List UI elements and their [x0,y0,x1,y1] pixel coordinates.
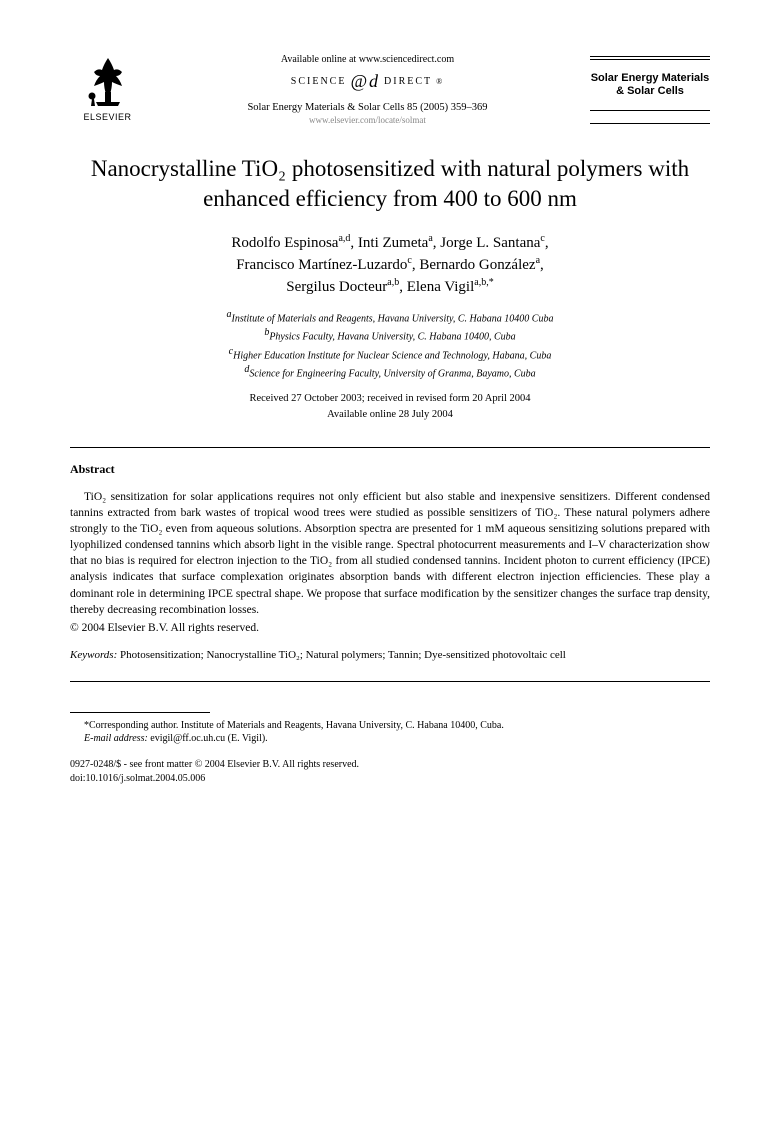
abstract-text: TiO₂ sensitization for solar application… [70,489,710,618]
issn-line: 0927-0248/$ - see front matter © 2004 El… [70,758,710,772]
author-sep-2: , Jorge L. Santana [433,235,541,251]
author-6: Sergilus Docteur [286,279,387,295]
affil-d: Science for Engineering Faculty, Univers… [249,368,535,379]
article-title: Nanocrystalline TiO₂ photosensitized wit… [70,154,710,214]
author-sep-1: , Inti Zumeta [350,235,428,251]
affil-c: Higher Education Institute for Nuclear S… [233,350,551,361]
keywords-bottom-rule [70,681,710,682]
author-7-affil: a,b,* [474,277,493,288]
elsevier-logo-block: ELSEVIER [70,50,145,122]
available-date: Available online 28 July 2004 [70,407,710,423]
email-value: evigil@ff.oc.uh.cu (E. Vigil). [148,733,268,744]
footer-block: 0927-0248/$ - see front matter © 2004 El… [70,758,710,786]
author-sep-4: , Bernardo González [412,257,536,273]
elsevier-label: ELSEVIER [83,112,131,122]
author-1: Rodolfo Espinosa [231,235,338,251]
article-dates: Received 27 October 2003; received in re… [70,391,710,423]
affil-a: Institute of Materials and Reagents, Hav… [232,313,554,324]
author-4: Francisco Martínez-Luzardo [236,257,407,273]
author-sep-6: , Elena Vigil [399,279,474,295]
header-center: Available online at www.sciencedirect.co… [145,50,590,125]
email-line: E-mail address: evigil@ff.oc.uh.cu (E. V… [70,733,710,744]
doi-line: doi:10.1016/j.solmat.2004.05.006 [70,772,710,786]
authors-block: Rodolfo Espinosaa,d, Inti Zumetaa, Jorge… [70,232,710,298]
author-sep-5: , [540,257,544,273]
copyright-line: © 2004 Elsevier B.V. All rights reserved… [70,622,710,634]
available-online-text: Available online at www.sciencedirect.co… [145,54,590,65]
affiliations: aInstitute of Materials and Reagents, Ha… [70,308,710,381]
journal-title-box: Solar Energy Materials & Solar Cells [590,50,710,126]
received-date: Received 27 October 2003; received in re… [70,391,710,407]
journal-reference: Solar Energy Materials & Solar Cells 85 … [145,102,590,113]
journal-url: www.elsevier.com/locate/solmat [145,115,590,125]
sd-reg-icon: ® [436,77,444,86]
abstract-top-rule [70,447,710,448]
sd-text-1: SCIENCE [291,76,347,87]
keywords-label: Keywords: [70,649,117,661]
keywords-block: Keywords: Photosensitization; Nanocrysta… [70,648,710,663]
abstract-heading: Abstract [70,462,710,477]
email-label: E-mail address: [84,733,148,744]
footnote-rule [70,712,210,713]
sciencedirect-logo: SCIENCE @d DIRECT ® [145,71,590,92]
jbox-rule-top2 [590,59,710,60]
author-sep-3: , [545,235,549,251]
sd-text-2: DIRECT [384,76,432,87]
jbox-rule-top [590,56,710,57]
jbox-rule-bot2 [590,110,710,111]
keywords-text: Photosensitization; Nanocrystalline TiO₂… [117,649,566,661]
jbox-rule-bot [590,123,710,124]
page-header: ELSEVIER Available online at www.science… [70,50,710,126]
author-1-affil: a,d [338,233,350,244]
affil-b: Physics Faculty, Havana University, C. H… [269,332,515,343]
sd-at-icon: @d [350,71,380,92]
journal-box-title: Solar Energy Materials & Solar Cells [590,72,710,98]
corresponding-author: *Corresponding author. Institute of Mate… [70,719,710,733]
author-6-affil: a,b [387,277,399,288]
elsevier-tree-icon [78,50,138,110]
